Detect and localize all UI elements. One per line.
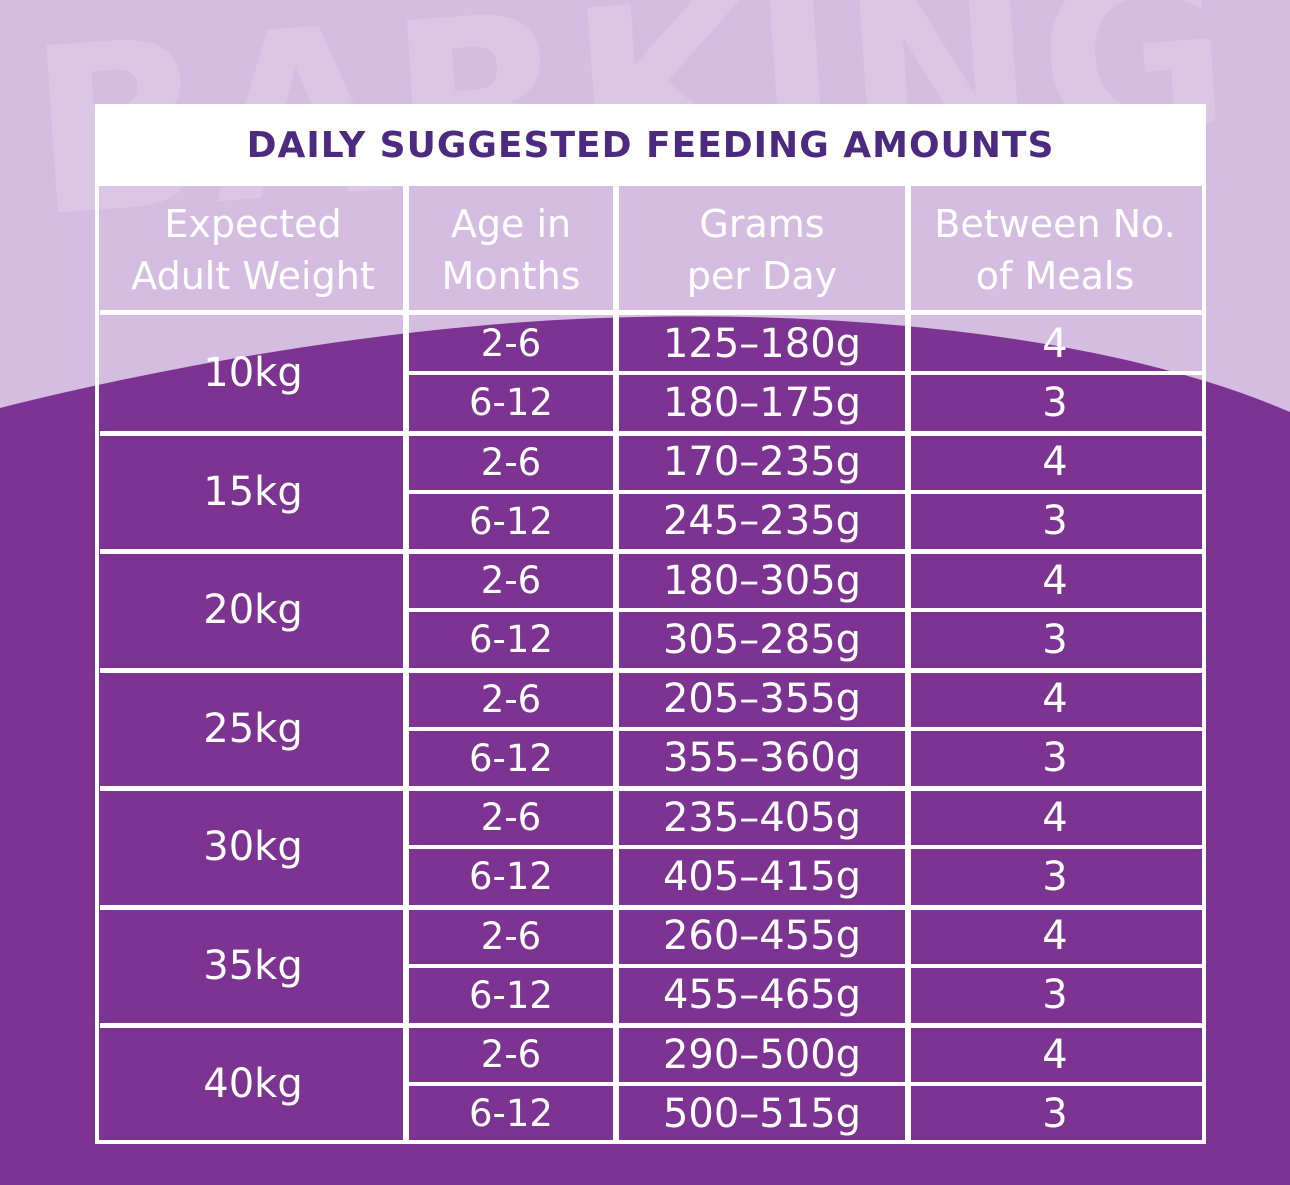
group-divider <box>100 786 1202 791</box>
grams-cell: 355–360g <box>662 735 862 782</box>
meals-cell: 3 <box>1042 735 1068 782</box>
grams-cell: 125–180g <box>662 320 862 367</box>
header-divider <box>100 310 1202 315</box>
grams-cell: 260–455g <box>662 913 862 960</box>
weight-cell: 20kg <box>203 587 303 634</box>
group-divider <box>100 1023 1202 1028</box>
meals-cell: 3 <box>1042 616 1068 663</box>
weight-cell: 35kg <box>203 942 303 989</box>
group-divider <box>100 667 1202 673</box>
grams-cell: 205–355g <box>662 676 862 723</box>
age-cell: 2-6 <box>480 1033 542 1077</box>
grams-cell: 235–405g <box>662 794 862 841</box>
header-meals: Between No. of Meals <box>934 202 1176 298</box>
column-divider <box>403 186 409 1144</box>
age-cell: 6-12 <box>469 855 553 899</box>
weight-cell: 15kg <box>203 468 303 515</box>
group-divider <box>100 430 1202 436</box>
meals-cell: 4 <box>1042 913 1068 960</box>
age-cell: 2-6 <box>480 440 542 484</box>
table-title-bar: DAILY SUGGESTED FEEDING AMOUNTS <box>95 104 1206 186</box>
age-cell: 6-12 <box>469 973 553 1017</box>
grams-cell: 455–465g <box>662 972 862 1019</box>
grams-cell: 500–515g <box>662 1090 862 1137</box>
age-cell: 6-12 <box>469 499 553 543</box>
header-age: Age in Months <box>441 202 581 298</box>
column-divider <box>613 186 619 1144</box>
age-cell: 2-6 <box>480 677 542 721</box>
grams-cell: 245–235g <box>662 498 862 545</box>
row-divider <box>406 963 1202 968</box>
meals-cell: 4 <box>1042 676 1068 723</box>
age-cell: 6-12 <box>469 736 553 780</box>
weight-cell: 25kg <box>203 705 303 752</box>
age-cell: 2-6 <box>480 796 542 840</box>
grams-cell: 405–415g <box>662 853 862 900</box>
column-divider <box>905 186 911 1144</box>
age-cell: 2-6 <box>480 322 542 366</box>
meals-cell: 4 <box>1042 794 1068 841</box>
header-grams: Grams per Day <box>686 202 838 298</box>
meals-cell: 4 <box>1042 439 1068 486</box>
grams-cell: 305–285g <box>662 616 862 663</box>
meals-cell: 3 <box>1042 498 1068 545</box>
weight-cell: 30kg <box>203 824 303 871</box>
weight-cell: 40kg <box>203 1061 303 1108</box>
age-cell: 2-6 <box>480 914 542 958</box>
meals-cell: 3 <box>1042 853 1068 900</box>
group-divider <box>100 904 1202 910</box>
grams-cell: 180–175g <box>662 379 862 426</box>
group-divider <box>100 549 1202 554</box>
meals-cell: 4 <box>1042 557 1068 604</box>
row-divider <box>406 371 1202 376</box>
meals-cell: 3 <box>1042 379 1068 426</box>
row-divider <box>406 489 1202 494</box>
row-divider <box>406 1082 1202 1087</box>
meals-cell: 4 <box>1042 320 1068 367</box>
row-divider <box>406 608 1202 613</box>
age-cell: 6-12 <box>469 381 553 425</box>
age-cell: 6-12 <box>469 618 553 662</box>
meals-cell: 3 <box>1042 972 1068 1019</box>
age-cell: 6-12 <box>469 1092 553 1136</box>
table-title: DAILY SUGGESTED FEEDING AMOUNTS <box>246 124 1055 166</box>
grams-cell: 290–500g <box>662 1031 862 1078</box>
grams-cell: 180–305g <box>662 557 862 604</box>
row-divider <box>406 845 1202 850</box>
age-cell: 2-6 <box>480 559 542 603</box>
feeding-table <box>95 104 1206 1144</box>
row-divider <box>406 726 1202 731</box>
meals-cell: 4 <box>1042 1031 1068 1078</box>
grams-cell: 170–235g <box>662 439 862 486</box>
header-expected-weight: Expected Adult Weight <box>131 202 375 298</box>
weight-cell: 10kg <box>203 350 303 397</box>
meals-cell: 3 <box>1042 1090 1068 1137</box>
